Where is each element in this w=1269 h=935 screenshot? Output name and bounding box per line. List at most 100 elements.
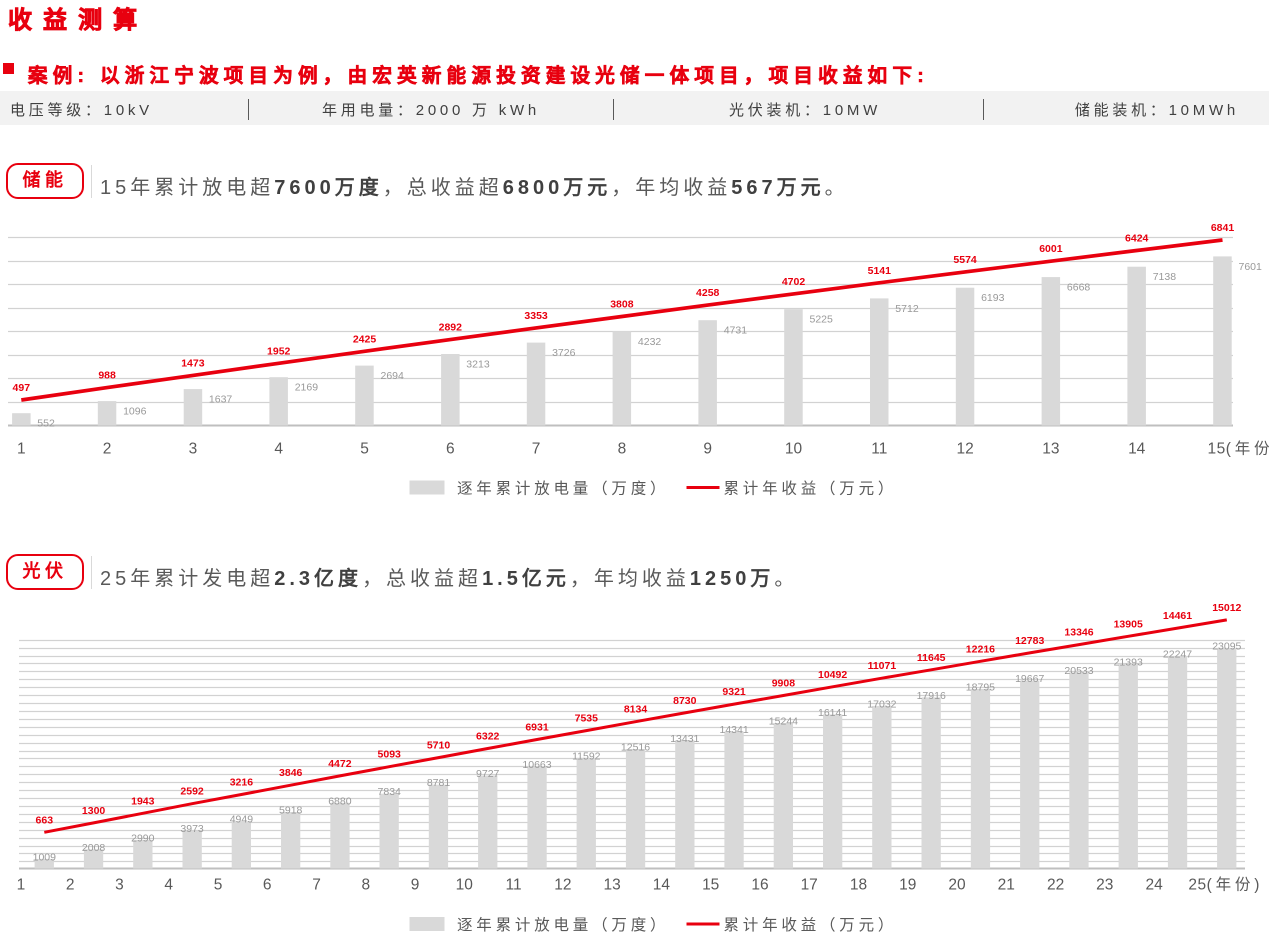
svg-text:7834: 7834 [378,786,402,798]
svg-text:5225: 5225 [810,314,834,326]
svg-text:17: 17 [801,877,818,894]
svg-text:988: 988 [98,370,116,382]
svg-text:6880: 6880 [328,795,352,807]
svg-text:8: 8 [361,877,370,894]
svg-text:13: 13 [603,877,620,894]
svg-text:8: 8 [618,441,627,458]
svg-text:5141: 5141 [868,265,892,277]
svg-text:4472: 4472 [328,758,352,770]
svg-text:20533: 20533 [1064,665,1093,677]
svg-text:18: 18 [850,877,867,894]
svg-text:2: 2 [103,441,112,458]
svg-text:9: 9 [703,441,712,458]
svg-text:10: 10 [785,441,803,458]
svg-text:13905: 13905 [1114,618,1143,630]
svg-text:6668: 6668 [1067,282,1091,294]
svg-text:16: 16 [751,877,768,894]
svg-text:9727: 9727 [476,768,500,780]
svg-text:累计年收益（万元）: 累计年收益（万元） [724,480,898,498]
svg-text:1: 1 [17,441,26,458]
svg-text:7535: 7535 [575,713,599,725]
svg-text:13: 13 [1042,441,1059,458]
svg-text:5710: 5710 [427,740,451,752]
svg-text:6841: 6841 [1211,222,1235,234]
svg-text:21: 21 [998,877,1015,894]
svg-text:10663: 10663 [522,759,551,771]
svg-text:20: 20 [948,877,966,894]
svg-text:3213: 3213 [466,359,490,371]
svg-text:6001: 6001 [1039,243,1063,255]
svg-text:3846: 3846 [279,767,303,779]
svg-text:6: 6 [446,441,455,458]
svg-text:13346: 13346 [1064,627,1093,639]
svg-text:2592: 2592 [180,786,204,798]
svg-text:3353: 3353 [524,310,548,322]
svg-text:15: 15 [702,877,719,894]
svg-text:4258: 4258 [696,287,720,299]
svg-text:4949: 4949 [230,814,254,826]
svg-text:6: 6 [263,877,272,894]
svg-text:17916: 17916 [917,690,946,702]
svg-text:11: 11 [871,441,887,458]
svg-text:5093: 5093 [378,749,402,761]
svg-text:3726: 3726 [552,347,576,359]
svg-text:4232: 4232 [638,336,662,348]
svg-text:6322: 6322 [476,731,500,743]
svg-text:3973: 3973 [180,823,204,835]
svg-text:9321: 9321 [722,686,746,698]
svg-text:3808: 3808 [610,299,634,311]
svg-text:4702: 4702 [782,276,806,288]
svg-text:3: 3 [115,877,124,894]
svg-text:7: 7 [312,877,321,894]
svg-text:11071: 11071 [868,660,897,672]
svg-text:2008: 2008 [82,842,106,854]
svg-text:13431: 13431 [670,733,699,745]
svg-text:14: 14 [1128,441,1146,458]
svg-text:8730: 8730 [673,695,697,707]
svg-text:24: 24 [1145,877,1163,894]
svg-text:552: 552 [37,418,55,430]
svg-text:10: 10 [456,877,474,894]
svg-text:8781: 8781 [427,777,451,789]
svg-text:2: 2 [66,877,75,894]
svg-text:1096: 1096 [123,406,147,418]
svg-text:1473: 1473 [181,357,205,369]
svg-text:1: 1 [17,877,26,894]
svg-text:1009: 1009 [33,851,57,863]
svg-text:12: 12 [554,877,571,894]
svg-text:11592: 11592 [572,750,601,762]
svg-text:497: 497 [13,382,31,394]
svg-text:7138: 7138 [1153,271,1177,283]
svg-text:2425: 2425 [353,333,377,345]
svg-text:1952: 1952 [267,345,291,357]
svg-text:21393: 21393 [1114,657,1143,669]
svg-text:15244: 15244 [769,716,798,728]
svg-text:2990: 2990 [131,833,155,845]
svg-text:逐年累计放电量（万度）: 逐年累计放电量（万度） [457,916,669,934]
svg-text:12516: 12516 [621,742,650,754]
svg-text:8134: 8134 [624,704,648,716]
svg-text:19667: 19667 [1015,673,1044,685]
svg-text:25(年份): 25(年份) [1188,876,1263,894]
svg-text:6931: 6931 [525,722,549,734]
svg-text:12216: 12216 [966,643,995,655]
svg-text:7: 7 [532,441,541,458]
svg-text:15(年份): 15(年份) [1208,440,1269,458]
svg-text:23: 23 [1096,877,1113,894]
svg-text:5712: 5712 [895,303,919,315]
svg-text:2892: 2892 [439,322,463,334]
svg-text:6424: 6424 [1125,233,1149,245]
svg-text:5: 5 [360,441,369,458]
svg-text:14461: 14461 [1163,610,1192,622]
svg-text:6193: 6193 [981,292,1005,304]
svg-text:11: 11 [506,877,522,894]
svg-text:663: 663 [36,814,54,826]
svg-text:9908: 9908 [772,678,796,690]
svg-text:1300: 1300 [82,805,106,817]
svg-text:2169: 2169 [295,382,319,394]
svg-text:5: 5 [214,877,223,894]
svg-text:4731: 4731 [724,325,748,337]
svg-text:17032: 17032 [867,698,896,710]
svg-text:15012: 15012 [1212,602,1241,614]
svg-text:11645: 11645 [917,652,946,664]
